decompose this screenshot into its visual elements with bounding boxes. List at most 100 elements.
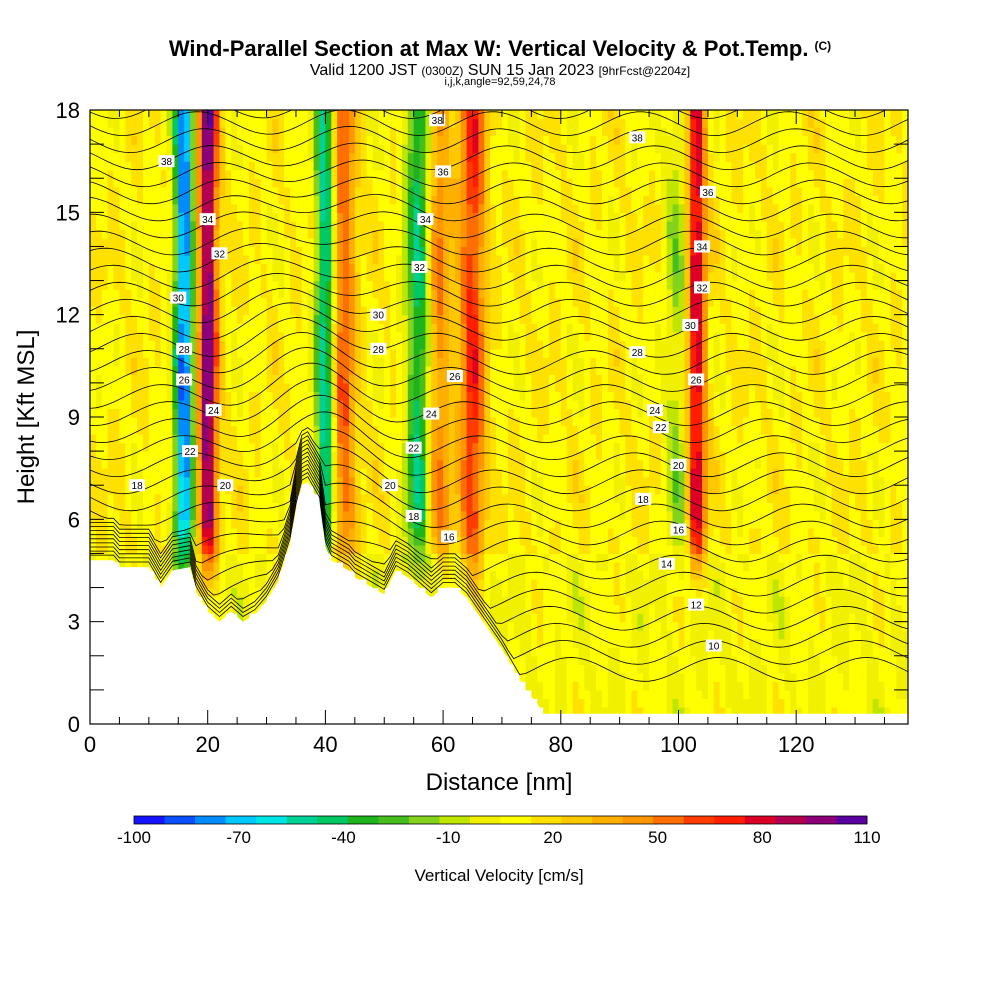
velocity-cell bbox=[466, 502, 474, 512]
velocity-cell bbox=[348, 169, 356, 179]
velocity-cell bbox=[584, 374, 591, 384]
velocity-cell bbox=[425, 280, 432, 290]
velocity-cell bbox=[478, 178, 485, 188]
velocity-cell bbox=[137, 502, 144, 512]
velocity-cell bbox=[272, 331, 279, 341]
velocity-cell bbox=[460, 485, 468, 495]
velocity-cell bbox=[243, 220, 250, 230]
velocity-cell bbox=[337, 374, 344, 384]
velocity-cell bbox=[431, 331, 438, 341]
velocity-cell bbox=[337, 263, 344, 273]
velocity-cell bbox=[319, 169, 326, 179]
velocity-cell bbox=[272, 468, 279, 478]
velocity-cell bbox=[225, 306, 232, 316]
velocity-cell bbox=[484, 374, 491, 384]
velocity-cell bbox=[319, 297, 326, 307]
velocity-cell bbox=[384, 579, 391, 589]
velocity-cell bbox=[496, 161, 503, 171]
velocity-cell bbox=[543, 698, 550, 708]
velocity-cell bbox=[184, 306, 191, 316]
velocity-cell bbox=[237, 468, 244, 478]
velocity-cell bbox=[219, 348, 226, 358]
velocity-cell bbox=[478, 485, 485, 495]
velocity-cell bbox=[572, 485, 580, 495]
velocity-cell bbox=[425, 391, 432, 401]
velocity-cell bbox=[190, 110, 197, 120]
velocity-cell bbox=[237, 229, 244, 239]
velocity-cell bbox=[348, 272, 356, 282]
velocity-cell bbox=[478, 357, 485, 367]
velocity-cell bbox=[513, 408, 521, 418]
velocity-cell bbox=[360, 280, 368, 290]
velocity-cell bbox=[390, 306, 397, 316]
velocity-cell bbox=[501, 459, 509, 469]
velocity-cell bbox=[166, 144, 173, 154]
velocity-cell bbox=[237, 451, 244, 461]
velocity-cell bbox=[95, 212, 103, 222]
velocity-cell bbox=[378, 263, 385, 273]
velocity-cell bbox=[590, 331, 597, 341]
velocity-cell bbox=[496, 229, 503, 239]
velocity-cell bbox=[331, 203, 338, 213]
velocity-cell bbox=[231, 553, 238, 563]
velocity-cell bbox=[572, 681, 580, 691]
velocity-cell bbox=[390, 203, 397, 213]
velocity-cell bbox=[248, 451, 256, 461]
velocity-cell bbox=[243, 237, 250, 248]
velocity-cell bbox=[466, 468, 474, 478]
velocity-cell bbox=[331, 451, 338, 461]
velocity-cell bbox=[178, 519, 185, 529]
velocity-cell bbox=[190, 161, 197, 171]
velocity-cell bbox=[166, 502, 173, 512]
velocity-cell bbox=[378, 297, 385, 307]
velocity-cell bbox=[213, 604, 221, 614]
velocity-cell bbox=[472, 203, 479, 213]
velocity-cell bbox=[190, 254, 197, 265]
velocity-cell bbox=[437, 442, 444, 452]
velocity-cell bbox=[231, 272, 238, 282]
velocity-cell bbox=[260, 169, 268, 179]
velocity-cell bbox=[131, 178, 138, 188]
velocity-cell bbox=[131, 365, 138, 375]
velocity-cell bbox=[560, 297, 568, 307]
velocity-cell bbox=[501, 135, 509, 145]
velocity-cell bbox=[295, 408, 303, 418]
velocity-cell bbox=[443, 391, 450, 401]
velocity-cell bbox=[348, 382, 356, 393]
velocity-cell bbox=[260, 382, 268, 393]
velocity-cell bbox=[490, 579, 497, 589]
velocity-cell bbox=[113, 340, 121, 350]
velocity-cell bbox=[348, 451, 356, 461]
velocity-cell bbox=[372, 203, 379, 213]
velocity-cell bbox=[554, 203, 562, 213]
velocity-cell bbox=[513, 536, 521, 546]
velocity-cell bbox=[272, 485, 279, 495]
velocity-cell bbox=[496, 425, 503, 435]
velocity-cell bbox=[219, 434, 226, 444]
velocity-cell bbox=[496, 152, 503, 162]
velocity-cell bbox=[590, 220, 597, 230]
velocity-cell bbox=[543, 195, 550, 205]
velocity-cell bbox=[431, 357, 438, 367]
velocity-cell bbox=[201, 272, 209, 282]
velocity-cell bbox=[101, 186, 109, 196]
velocity-cell bbox=[119, 527, 126, 537]
velocity-cell bbox=[554, 408, 562, 418]
velocity-cell bbox=[243, 144, 250, 154]
velocity-cell bbox=[549, 417, 556, 427]
velocity-cell bbox=[278, 425, 285, 435]
velocity-cell bbox=[490, 272, 497, 282]
velocity-cell bbox=[572, 596, 580, 606]
velocity-cell bbox=[142, 127, 150, 137]
velocity-cell bbox=[248, 289, 256, 299]
velocity-cell bbox=[325, 399, 332, 410]
velocity-cell bbox=[531, 229, 538, 239]
velocity-cell bbox=[525, 365, 532, 375]
velocity-cell bbox=[496, 118, 503, 128]
velocity-cell bbox=[584, 613, 591, 623]
velocity-cell bbox=[337, 306, 344, 316]
velocity-cell bbox=[213, 280, 221, 290]
velocity-cell bbox=[348, 161, 356, 171]
velocity-cell bbox=[531, 553, 538, 563]
velocity-cell bbox=[354, 127, 362, 137]
